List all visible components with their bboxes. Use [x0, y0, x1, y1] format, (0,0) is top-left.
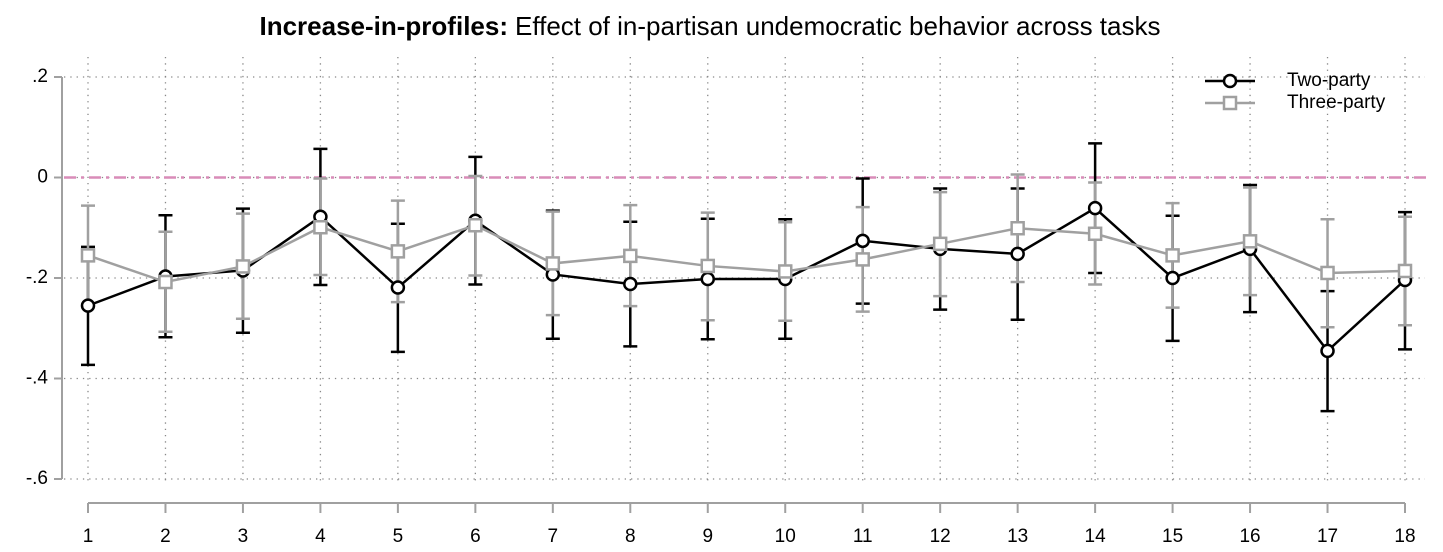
data-point	[1010, 221, 1025, 236]
x-tick-label: 10	[775, 526, 796, 547]
data-point	[1165, 270, 1180, 286]
x-tick-label: 13	[1007, 526, 1028, 547]
x-tick-label: 8	[625, 526, 636, 547]
data-point	[777, 264, 793, 279]
data-point	[623, 276, 638, 292]
x-tick-label: 1	[83, 526, 94, 547]
data-point	[1397, 263, 1413, 279]
data-point	[313, 219, 328, 235]
data-point	[700, 258, 716, 274]
y-tick-label: .2	[32, 66, 48, 87]
data-point	[700, 271, 716, 287]
x-tick-label: 17	[1317, 526, 1338, 547]
data-point	[932, 236, 948, 252]
data-point	[235, 259, 251, 274]
x-tick-label: 18	[1394, 526, 1415, 547]
x-tick-label: 4	[315, 526, 326, 547]
legend-label: Two-party	[1287, 70, 1371, 91]
x-tick-label: 11	[853, 526, 873, 547]
y-tick-label: -.2	[26, 267, 48, 288]
data-point	[1165, 248, 1180, 263]
data-point	[158, 274, 173, 290]
x-tick-label: 15	[1162, 526, 1183, 547]
x-tick-label: 9	[702, 526, 713, 547]
legend-label: Three-party	[1287, 92, 1386, 113]
series-line	[87, 206, 1406, 353]
x-tick-label: 7	[548, 526, 559, 547]
data-point	[855, 233, 870, 249]
series-line	[87, 223, 1406, 284]
data-point	[80, 298, 96, 313]
title-text: Effect of in-partisan undemocratic behav…	[515, 11, 1161, 41]
legend-marker	[1222, 95, 1238, 111]
data-point	[80, 248, 96, 263]
data-point	[390, 244, 406, 259]
x-tick-label: 3	[238, 526, 249, 547]
data-point	[468, 217, 483, 233]
title-prefix: Increase-in-profiles:	[259, 11, 508, 41]
x-tick-label: 12	[930, 526, 951, 547]
y-tick-label: 0	[37, 167, 48, 188]
x-tick-label: 14	[1085, 526, 1107, 547]
y-tick-label: -.6	[26, 468, 48, 489]
data-point	[545, 256, 561, 271]
legend-marker	[1222, 73, 1238, 89]
data-point	[1320, 343, 1335, 359]
data-point	[1242, 234, 1258, 249]
data-point	[1320, 265, 1335, 281]
x-tick-label: 16	[1239, 526, 1260, 547]
x-tick-label: 2	[160, 526, 171, 547]
data-point	[1010, 246, 1025, 262]
data-point	[1087, 200, 1103, 216]
data-point	[390, 280, 406, 295]
data-point	[855, 252, 870, 267]
data-point	[623, 248, 638, 264]
data-point	[1087, 226, 1103, 242]
x-tick-label: 5	[393, 526, 404, 547]
x-tick-label: 6	[470, 526, 481, 547]
y-tick-label: -.4	[26, 368, 49, 389]
chart-title: Increase-in-profiles: Effect of in-partis…	[259, 11, 1160, 41]
